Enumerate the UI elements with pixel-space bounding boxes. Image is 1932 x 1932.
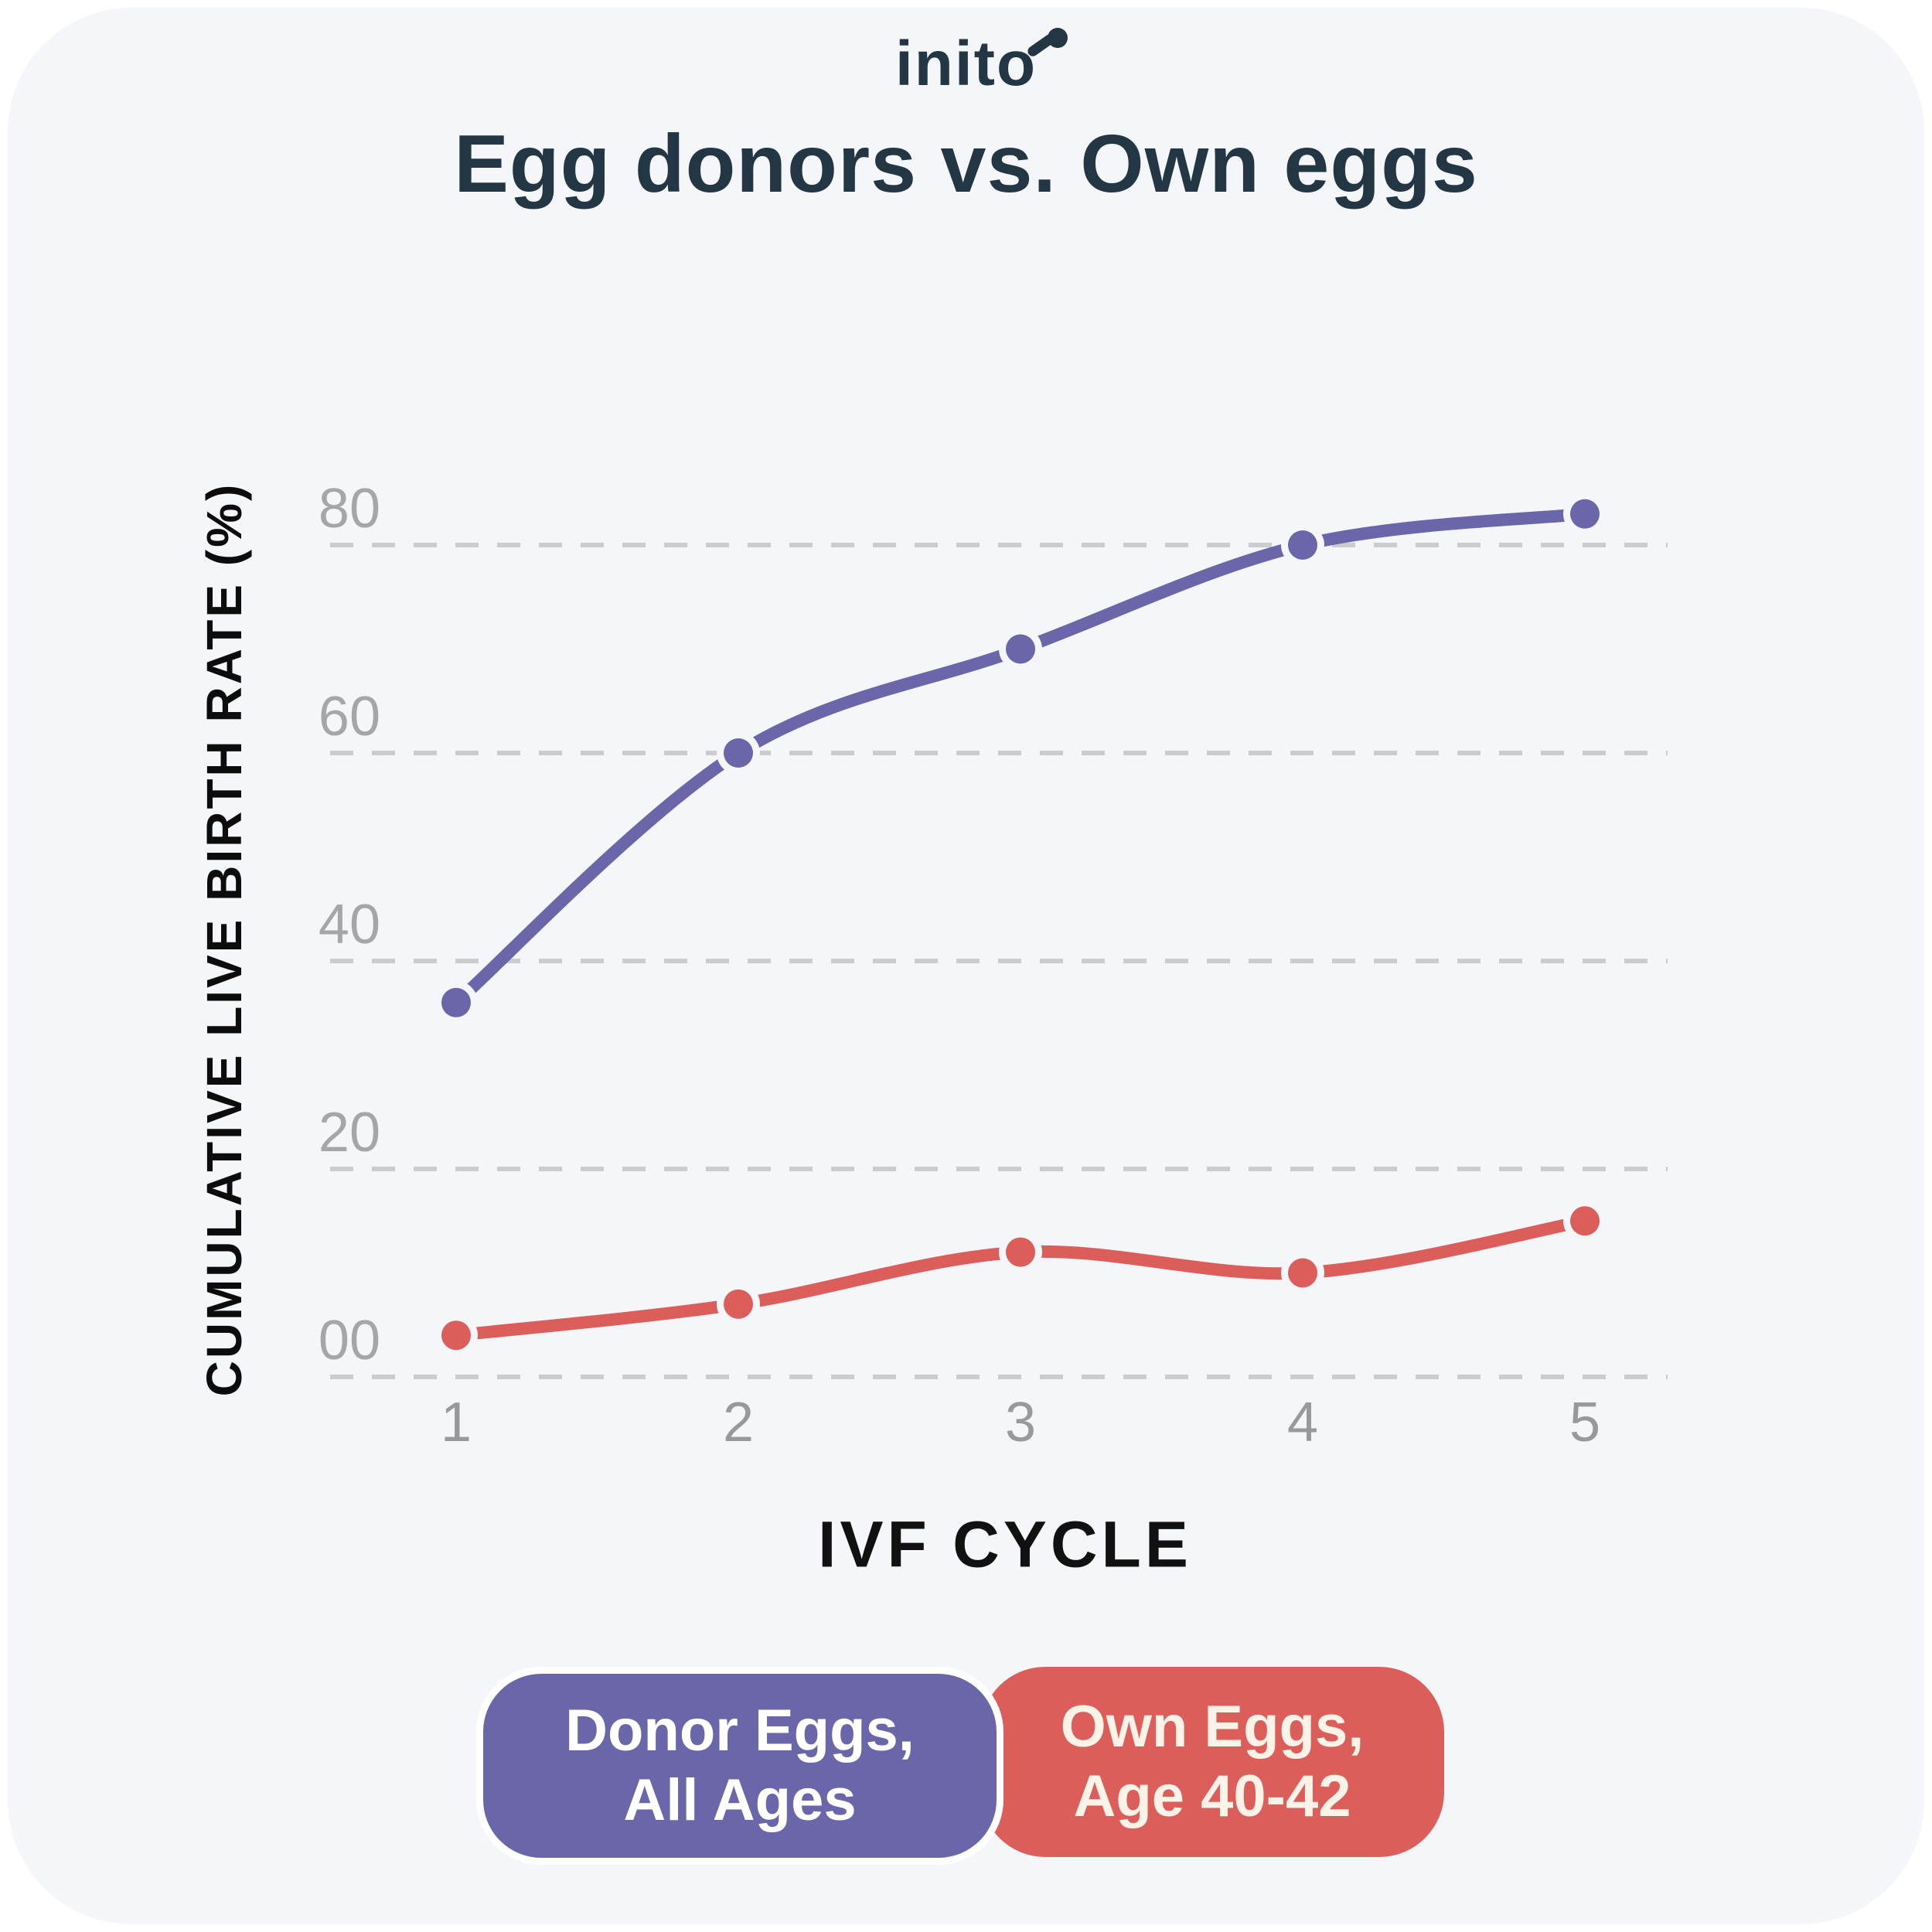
series-dots <box>434 492 1607 1358</box>
inito-logo: inito <box>0 28 1932 101</box>
x-axis-title: IVF CYCLE <box>818 1508 1192 1581</box>
y-tick-label: 20 <box>318 1102 380 1164</box>
data-point <box>1288 530 1317 560</box>
y-tick-label: 80 <box>318 478 380 540</box>
gridlines <box>330 543 1668 1379</box>
y-axis-title: CUMULATIVE LIVE BIRTH RATE (%) <box>196 482 252 1397</box>
logo-text-init: init <box>894 29 997 99</box>
x-tick-label: 5 <box>1569 1392 1601 1453</box>
x-tick-label: 4 <box>1286 1392 1319 1453</box>
series-line <box>450 507 1591 1009</box>
y-tick-label: 00 <box>318 1310 380 1371</box>
background-card <box>8 8 1924 1924</box>
data-point <box>1570 1206 1600 1236</box>
x-tick-label: 1 <box>440 1392 472 1453</box>
legend-item-own-eggs: Own Eggs, Age 40-42 <box>980 1667 1444 1857</box>
legend-label-line: Own Eggs, <box>1060 1694 1365 1760</box>
legend-label-line: Age 40-42 <box>1073 1763 1351 1829</box>
x-tick-label: 3 <box>1004 1392 1037 1453</box>
data-point <box>1570 499 1600 529</box>
data-point <box>724 1289 753 1319</box>
y-tick-label: 60 <box>318 686 380 748</box>
legend-item-donor-eggs: Donor Eggs, All Ages <box>476 1667 1003 1865</box>
data-point <box>1006 634 1035 664</box>
logo-o-glyph: o <box>997 28 1068 101</box>
data-point <box>1006 1237 1035 1267</box>
data-point <box>441 987 471 1017</box>
data-point <box>441 1320 471 1351</box>
data-point <box>1288 1258 1317 1288</box>
y-tick-label: 40 <box>318 894 380 956</box>
legend-label-line: Donor Eggs, <box>565 1698 915 1764</box>
data-point <box>724 738 753 768</box>
legend-label-line: All Ages <box>623 1767 857 1833</box>
chart-legend: Donor Eggs, All Ages Own Eggs, Age 40-42 <box>476 1667 1444 1865</box>
page-title: Egg donors vs. Own eggs <box>454 118 1478 210</box>
logo-node-icon <box>1048 28 1068 48</box>
x-tick-label: 2 <box>722 1392 755 1453</box>
